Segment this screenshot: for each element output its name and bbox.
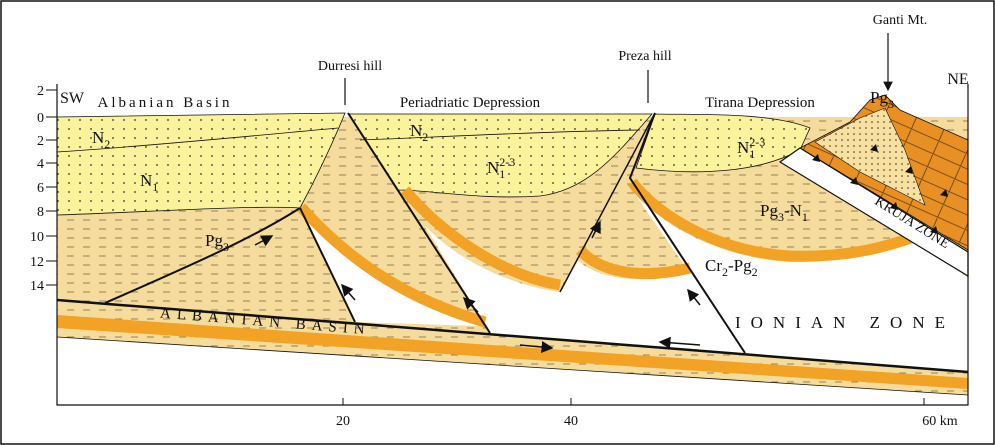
landmark-label: Durresi hill	[318, 59, 382, 74]
end-label: SW	[60, 90, 85, 107]
distance-tick-label: 40	[564, 414, 578, 429]
unit-label-part: N	[410, 121, 422, 140]
region-label: Periadriatic Depression	[400, 95, 541, 111]
unit-label-part: -Pg	[728, 256, 752, 275]
unit-label-part: 2-3	[499, 155, 515, 169]
unit-label-part: 1	[152, 180, 158, 194]
region-label: Albanian Basin	[98, 95, 233, 111]
distance-tick-label: 60 km	[922, 414, 958, 429]
depth-tick-label: 6	[37, 181, 44, 196]
zone-label: IONIAN ZONE	[735, 313, 955, 332]
unit-label-part: N	[140, 171, 152, 190]
unit-label-part: N	[92, 128, 104, 147]
unit-label-part: Pg	[205, 231, 223, 250]
depth-tick-label: 12	[30, 255, 44, 270]
unit-label-part: 3	[888, 97, 894, 111]
page: {"header": {"left_end": "SW", "right_end…	[0, 0, 995, 445]
unit-label-part: 1	[499, 167, 505, 181]
unit-label-part: 2	[752, 265, 758, 279]
unit-label-part: 3	[223, 240, 229, 254]
depth-tick-label: 4	[37, 157, 44, 172]
unit-label-part: N	[737, 138, 749, 157]
unit-label-part: N	[487, 158, 499, 177]
unit-label-part: 1	[749, 147, 755, 161]
distance-tick-label: 20	[336, 414, 350, 429]
depth-tick-label: 2	[37, 84, 44, 99]
region-label: Tirana Depression	[705, 95, 815, 111]
depth-tick-label: 10	[30, 230, 44, 245]
unit-label-part: Cr	[705, 256, 722, 275]
end-label: NE	[947, 71, 968, 88]
depth-tick-label: 14	[30, 279, 44, 294]
landmark-label: Preza hill	[618, 49, 671, 64]
unit-label-part: 2	[422, 130, 428, 144]
unit-label-part: Pg	[870, 88, 888, 107]
unit-label-part: Pg	[760, 201, 778, 220]
unit-label-part: 1	[802, 210, 808, 224]
landmark-label: Ganti Mt.	[873, 13, 927, 28]
depth-tick-label: 8	[37, 205, 44, 220]
unit-label-part: 2	[104, 137, 110, 151]
depth-tick-label: 0	[37, 111, 44, 126]
depth-tick-label: 2	[37, 134, 44, 149]
unit-label-part: 2-3	[749, 135, 765, 149]
unit-label-part: -N	[784, 201, 802, 220]
cross-section: SW NE 202468101214204060 kmDurresi hillP…	[0, 0, 995, 445]
